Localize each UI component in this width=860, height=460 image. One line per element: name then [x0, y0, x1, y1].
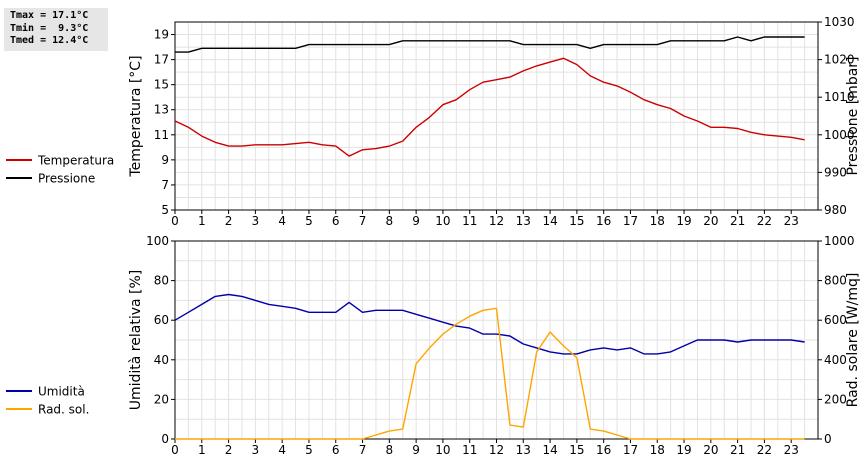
panel1-x-tick-label: 22: [757, 214, 772, 228]
panel1-yl-tick-label: 9: [161, 153, 169, 167]
panel2-series-umidit: [174, 293, 805, 355]
panel2-x-tick-label: 16: [596, 443, 611, 457]
panel1-series-pressione: [175, 36, 805, 53]
panel2-yr-tick-label: 800: [824, 274, 847, 288]
panel2-x-tick-label: 7: [359, 443, 367, 457]
panel1-x-tick-label: 9: [412, 214, 420, 228]
panel2-x-tick-label: 11: [462, 443, 477, 457]
panel1-yl-tick-label: 5: [161, 203, 169, 217]
panel1-x-tick-label: 7: [359, 214, 367, 228]
panel1-ylabel-right: Pressione [mbar]: [845, 56, 860, 175]
panel2-x-tick-label: 17: [623, 443, 638, 457]
panel1-yl-tick-label: 17: [154, 53, 169, 67]
panel1-yl-tick-label: 15: [154, 78, 169, 92]
stat-tmax: Tmax = 17.1°C: [10, 10, 89, 21]
panel2-yr-tick-label: 200: [824, 392, 847, 406]
panel1-x-tick-label: 13: [516, 214, 531, 228]
panel1-x-tick-label: 1: [198, 214, 206, 228]
panel1-x-tick-label: 10: [435, 214, 450, 228]
panel2-x-tick-label: 1: [198, 443, 206, 457]
panel2-series-rad-sol: [175, 307, 805, 440]
panel2-yl-tick-label: 40: [154, 353, 169, 367]
panel1-x-tick-label: 20: [703, 214, 718, 228]
panel1-series-temperatura: [174, 57, 805, 157]
panel1-x-tick-label: 14: [542, 214, 557, 228]
panel1-x-tick-label: 19: [676, 214, 691, 228]
panel1-x-tick-label: 3: [252, 214, 260, 228]
panel1-x-tick-label: 23: [784, 214, 799, 228]
stats-box: Tmax = 17.1°C Tmin = 9.3°C Tmed = 12.4°C: [4, 8, 108, 51]
panel2-yr-tick-label: 0: [824, 432, 832, 446]
panel1-x-tick-label: 6: [332, 214, 340, 228]
panel1-x-tick-label: 11: [462, 214, 477, 228]
panel1-yl-tick-label: 11: [154, 128, 169, 142]
panel2-x-tick-label: 10: [435, 443, 450, 457]
panel1-yr-tick-label: 1000: [824, 128, 855, 142]
panel2-x-tick-label: 23: [784, 443, 799, 457]
panel1-x-tick-label: 17: [623, 214, 638, 228]
panel1-x-tick-label: 15: [569, 214, 584, 228]
legend-radsol-label: Rad. sol.: [38, 402, 90, 417]
panel2-yl-tick-label: 100: [146, 234, 169, 248]
panel2-x-tick-label: 15: [569, 443, 584, 457]
panel2-x-tick-label: 21: [730, 443, 745, 457]
panel1-yl-tick-label: 19: [154, 28, 169, 42]
legend-pressione-label: Pressione: [38, 171, 96, 186]
panel1-x-tick-label: 8: [386, 214, 394, 228]
legend-umidita-swatch: [6, 389, 32, 392]
panel2-x-tick-label: 14: [542, 443, 557, 457]
panel2-x-tick-label: 4: [278, 443, 286, 457]
panel1-x-tick-label: 2: [225, 214, 233, 228]
panel1-x-tick-label: 4: [278, 214, 286, 228]
panel2-x-tick-label: 22: [757, 443, 772, 457]
panel2-x-tick-label: 18: [650, 443, 665, 457]
legend-temperatura-label: Temperatura: [38, 153, 115, 168]
panel2-x-tick-label: 9: [412, 443, 420, 457]
panel2-yr-tick-label: 400: [824, 353, 847, 367]
panel1-x-tick-label: 18: [650, 214, 665, 228]
panel2-yl-tick-label: 20: [154, 392, 169, 406]
panel1-yl-tick-label: 7: [161, 178, 169, 192]
panel1-yr-tick-label: 1010: [824, 90, 855, 104]
panel2-yr-tick-label: 600: [824, 313, 847, 327]
legend-temperatura-swatch: [6, 158, 32, 161]
panel2-x-tick-label: 2: [225, 443, 233, 457]
panel2-x-tick-label: 19: [676, 443, 691, 457]
panel2-x-tick-label: 0: [171, 443, 179, 457]
panel2-yl-tick-label: 0: [161, 432, 169, 446]
panel2-x-tick-label: 5: [305, 443, 313, 457]
legend-temperatura: Temperatura: [6, 153, 114, 169]
legend-pressione: Pressione: [6, 171, 95, 187]
panel2-x-tick-label: 12: [489, 443, 504, 457]
panel1-x-tick-label: 5: [305, 214, 313, 228]
stat-tmin: Tmin = 9.3°C: [10, 22, 89, 34]
panel2-yl-tick-label: 60: [154, 313, 169, 327]
panel1-yr-tick-label: 1030: [824, 15, 855, 29]
panel2-x-tick-label: 20: [703, 443, 718, 457]
stat-tmed: Tmed = 12.4°C: [10, 35, 89, 46]
panel2-yr-tick-label: 1000: [824, 234, 855, 248]
panel2-ylabel-left: Umidità relativa [%]: [128, 270, 144, 411]
panel2-x-tick-label: 13: [516, 443, 531, 457]
legend-umidita: Umidità: [6, 384, 85, 400]
panel1-yr-tick-label: 980: [824, 203, 847, 217]
panel1-yr-tick-label: 1020: [824, 53, 855, 67]
panel1-yr-tick-label: 990: [824, 165, 847, 179]
panel1-x-tick-label: 21: [730, 214, 745, 228]
panel2-x-tick-label: 6: [332, 443, 340, 457]
panel2-x-tick-label: 8: [386, 443, 394, 457]
panel1-x-tick-label: 12: [489, 214, 504, 228]
panel1-x-tick-label: 16: [596, 214, 611, 228]
legend-radsol: Rad. sol.: [6, 402, 89, 418]
panel2-x-tick-label: 3: [252, 443, 260, 457]
panel1-yl-tick-label: 13: [154, 103, 169, 117]
panel2-yl-tick-label: 80: [154, 274, 169, 288]
legend-umidita-label: Umidità: [38, 384, 85, 399]
panel1-ylabel-left: Temperatura [°C]: [128, 55, 144, 177]
panel1-x-tick-label: 0: [171, 214, 179, 228]
legend-radsol-swatch: [6, 407, 32, 410]
panel2-ylabel-right: Rad. solare [W/mq]: [845, 273, 860, 408]
legend-pressione-swatch: [6, 176, 32, 179]
